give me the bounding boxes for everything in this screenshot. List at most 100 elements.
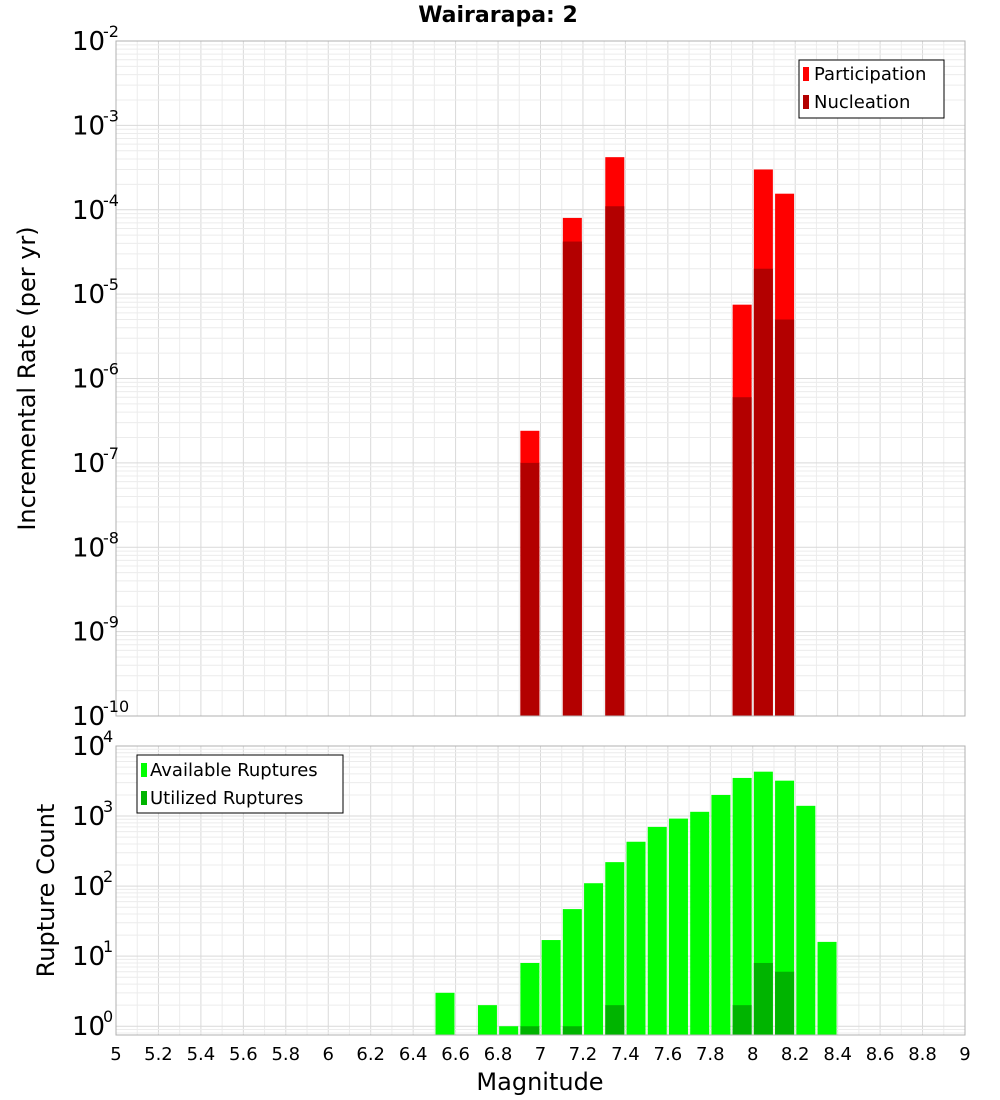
tick-label-exponent: 0 bbox=[103, 1007, 113, 1026]
tick-label-exponent: -7 bbox=[103, 444, 119, 463]
available-ruptures-bar bbox=[668, 818, 688, 1035]
x-tick-label: 8.4 bbox=[823, 1044, 852, 1065]
top-y-tick-label: 10-7 bbox=[72, 444, 119, 479]
nucleation-bar bbox=[562, 241, 582, 717]
available-ruptures-bar bbox=[605, 862, 625, 1035]
bottom-plot-frame bbox=[115, 745, 966, 1036]
top-y-tick-label: 10-6 bbox=[72, 360, 119, 395]
x-tick-label: 7.8 bbox=[696, 1044, 725, 1065]
tick-label-exponent: -6 bbox=[103, 360, 119, 379]
tick-label-exponent: 1 bbox=[103, 937, 113, 956]
nucleation-bar bbox=[605, 206, 625, 716]
chart-title: Wairarapa: 2 bbox=[418, 3, 578, 28]
tick-label-base: 10 bbox=[72, 196, 105, 226]
x-tick-label: 5 bbox=[110, 1044, 121, 1065]
utilized-ruptures-bar bbox=[775, 971, 795, 1035]
bottom-y-tick-label: 103 bbox=[72, 797, 113, 832]
bottom-y-tick-label: 102 bbox=[72, 867, 113, 902]
tick-label-base: 10 bbox=[72, 802, 105, 832]
nucleation-bar bbox=[520, 462, 540, 716]
available-ruptures-bar bbox=[775, 780, 795, 1035]
x-tick-label: 5.8 bbox=[271, 1044, 300, 1065]
top-y-tick-label: 10-8 bbox=[72, 528, 119, 563]
bottom-y-axis-label: Rupture Count bbox=[32, 804, 60, 978]
available-ruptures-bar bbox=[626, 841, 646, 1035]
available-ruptures-bar bbox=[647, 826, 667, 1035]
bottom-y-tick-label: 100 bbox=[72, 1007, 113, 1042]
x-tick-label: 7.4 bbox=[611, 1044, 640, 1065]
top-y-axis-label: Incremental Rate (per yr) bbox=[13, 226, 41, 530]
utilized-ruptures-bar bbox=[562, 1026, 582, 1035]
available-ruptures-bar bbox=[796, 805, 816, 1035]
tick-label-exponent: -4 bbox=[103, 191, 119, 210]
x-tick-label: 8.6 bbox=[866, 1044, 895, 1065]
legend-swatch-available bbox=[141, 763, 147, 777]
x-tick-label: 7.6 bbox=[654, 1044, 683, 1065]
x-tick-label: 5.4 bbox=[187, 1044, 216, 1065]
x-tick-label: 7 bbox=[535, 1044, 546, 1065]
x-tick-label: 6.8 bbox=[484, 1044, 513, 1065]
tick-label-exponent: -5 bbox=[103, 275, 119, 294]
x-tick-label: 6.6 bbox=[441, 1044, 470, 1065]
tick-label-base: 10 bbox=[72, 280, 105, 310]
utilized-ruptures-bar bbox=[732, 1005, 752, 1035]
top-gridlines bbox=[115, 41, 966, 717]
available-ruptures-bar bbox=[520, 962, 540, 1035]
available-ruptures-bar bbox=[435, 992, 455, 1035]
tick-label-exponent: -9 bbox=[103, 613, 119, 632]
x-tick-label: 8.2 bbox=[781, 1044, 810, 1065]
x-tick-label: 5.6 bbox=[229, 1044, 258, 1065]
legend-label-participation: Participation bbox=[814, 64, 926, 85]
tick-label-exponent: -3 bbox=[103, 106, 119, 125]
tick-label-base: 10 bbox=[72, 449, 105, 479]
available-ruptures-bar bbox=[499, 1026, 519, 1035]
available-ruptures-bar bbox=[541, 940, 561, 1035]
available-ruptures-bar bbox=[732, 777, 752, 1035]
legend-swatch-nucleation bbox=[803, 95, 809, 109]
bottom-y-tick-label: 104 bbox=[72, 727, 113, 762]
tick-label-base: 10 bbox=[72, 872, 105, 902]
tick-label-exponent: -10 bbox=[103, 697, 129, 716]
available-ruptures-bar bbox=[690, 811, 710, 1035]
utilized-ruptures-bar bbox=[605, 1005, 625, 1035]
tick-label-base: 10 bbox=[72, 365, 105, 395]
top-y-tick-label: 10-5 bbox=[72, 275, 119, 310]
utilized-ruptures-bar bbox=[520, 1026, 540, 1035]
top-y-tick-label: 10-9 bbox=[72, 613, 119, 648]
x-tick-label: 9 bbox=[959, 1044, 970, 1065]
x-tick-label: 8 bbox=[747, 1044, 758, 1065]
available-ruptures-bar bbox=[562, 909, 582, 1035]
tick-label-base: 10 bbox=[72, 942, 105, 972]
legend-box bbox=[136, 754, 344, 814]
x-tick-label: 6.2 bbox=[356, 1044, 385, 1065]
available-ruptures-bar bbox=[584, 883, 604, 1035]
tick-label-exponent: 3 bbox=[103, 797, 113, 816]
available-ruptures-bar bbox=[477, 1005, 497, 1035]
x-tick-label: 8.8 bbox=[908, 1044, 937, 1065]
tick-label-exponent: -8 bbox=[103, 528, 119, 547]
tick-label-base: 10 bbox=[72, 702, 105, 732]
legend-label-utilized: Utilized Ruptures bbox=[150, 788, 303, 809]
top-y-tick-label: 10-3 bbox=[72, 106, 119, 141]
bottom-y-tick-label: 101 bbox=[72, 937, 113, 972]
legend-swatch-utilized bbox=[141, 791, 147, 805]
top-y-tick-label: 10-10 bbox=[72, 697, 129, 732]
nucleation-bar bbox=[775, 319, 795, 716]
legend-label-nucleation: Nucleation bbox=[814, 92, 910, 113]
utilized-ruptures-bar bbox=[753, 962, 773, 1035]
top-legend: Participation Nucleation bbox=[798, 59, 945, 119]
x-axis-label: Magnitude bbox=[476, 1068, 603, 1096]
tick-label-base: 10 bbox=[72, 732, 105, 762]
tick-label-base: 10 bbox=[72, 618, 105, 648]
tick-label-base: 10 bbox=[72, 1012, 105, 1042]
nucleation-bar bbox=[753, 268, 773, 716]
tick-label-exponent: -2 bbox=[103, 22, 119, 41]
bottom-legend: Available Ruptures Utilized Ruptures bbox=[136, 754, 344, 814]
tick-label-exponent: 4 bbox=[103, 727, 113, 746]
tick-label-base: 10 bbox=[72, 533, 105, 563]
available-ruptures-bar bbox=[817, 941, 837, 1035]
top-y-tick-label: 10-2 bbox=[72, 22, 119, 57]
top-plot-frame bbox=[115, 40, 966, 717]
